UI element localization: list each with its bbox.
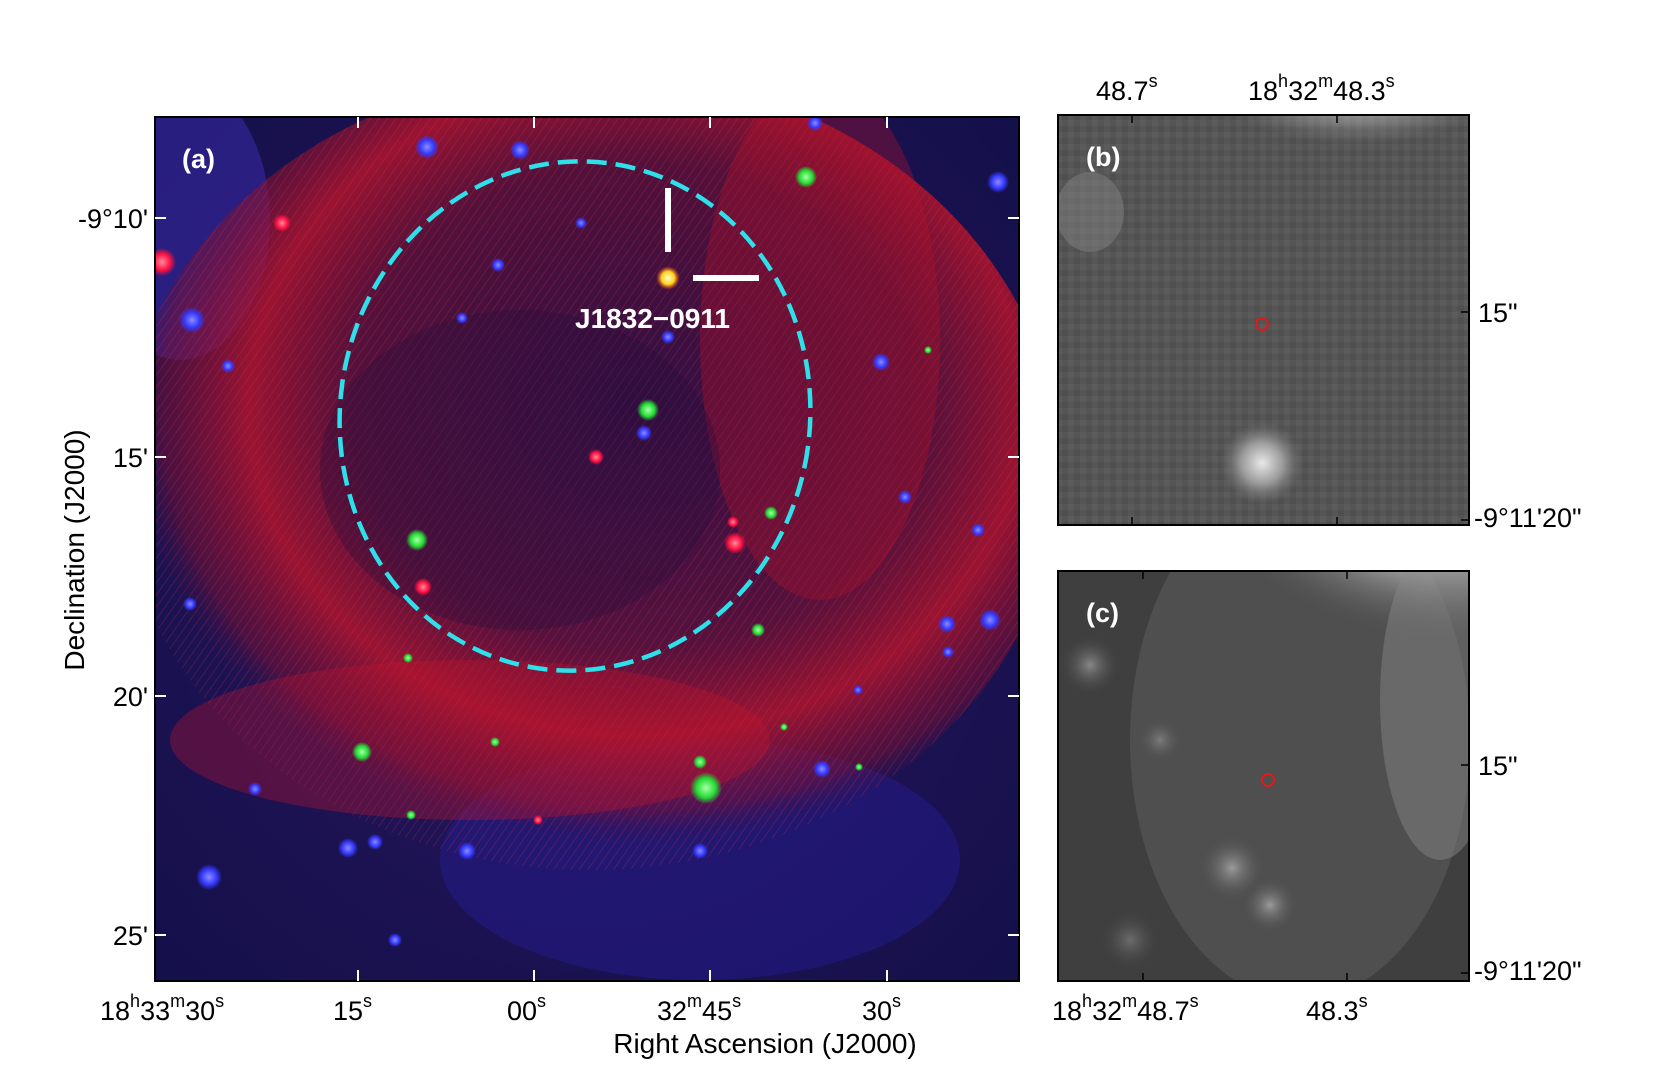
panel-b-image: (b)	[1058, 115, 1469, 525]
panel-b: (b) 48.7s 18h32m48.3s 15" -9°11'20"	[1057, 71, 1582, 533]
panel-c-bottom-tick-1: 18h32m48.7s	[1052, 991, 1199, 1026]
panel-b-frame	[1057, 114, 1470, 526]
source-marker	[656, 188, 759, 290]
panel-b-top-tick-2: 18h32m48.3s	[1248, 71, 1395, 106]
panel-a-y-tick-1: -9°10'	[78, 204, 148, 234]
panel-a-frame	[154, 116, 1020, 982]
panel-a-x-tick-3: 00s	[507, 991, 546, 1026]
remnant-ellipse	[337, 159, 813, 673]
panel-a-y-tick-4: 25'	[113, 921, 148, 951]
panel-c-right-tick-1: 15"	[1478, 751, 1518, 781]
panel-c-frame	[1057, 570, 1470, 982]
panel-b-tick-marks	[1131, 115, 1469, 525]
panel-b-label: (b)	[1086, 142, 1120, 172]
panel-a-x-tick-2: 15s	[333, 991, 372, 1026]
panel-b-top-tick-1: 48.7s	[1096, 71, 1158, 106]
panel-b-source-circle	[1255, 317, 1269, 331]
panel-c-label: (c)	[1086, 598, 1119, 628]
panel-c: (c) 18h32m48.7s 48.3s 15" -9°11'20"	[1052, 570, 1582, 1026]
y-axis-label: Declination (J2000)	[59, 429, 90, 670]
star-field	[155, 117, 1009, 947]
panel-a-label: (a)	[182, 144, 215, 174]
panel-a-tick-marks	[155, 117, 1019, 981]
panel-a-y-tick-3: 20'	[113, 682, 148, 712]
panel-a-x-tick-4: 32m45s	[657, 991, 741, 1026]
panel-a-image: J1832−0911 (a)	[155, 117, 1019, 981]
panel-a-x-tick-5: 30s	[862, 991, 901, 1026]
panel-b-right-tick-1: 15"	[1478, 298, 1518, 328]
panel-a-x-tick-1: 18h33m30s	[100, 991, 224, 1026]
panel-a-y-tick-2: 15'	[113, 443, 148, 473]
panel-c-source-circle	[1261, 773, 1275, 787]
panel-c-bottom-tick-2: 48.3s	[1306, 991, 1368, 1026]
source-label: J1832−0911	[575, 303, 730, 334]
panel-b-right-tick-2: -9°11'20"	[1474, 503, 1582, 533]
panel-c-right-tick-2: -9°11'20"	[1474, 956, 1582, 986]
x-axis-label: Right Ascension (J2000)	[613, 1028, 917, 1059]
panel-c-tick-marks	[1142, 571, 1469, 981]
panel-a: J1832−0911 (a) -9°10' 15' 20' 25'	[59, 116, 1020, 1059]
panel-c-image: (c)	[1058, 571, 1469, 981]
